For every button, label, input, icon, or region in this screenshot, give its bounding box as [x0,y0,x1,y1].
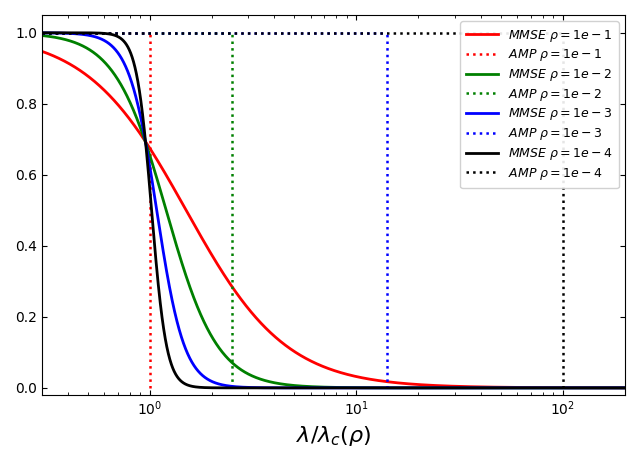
Legend: $MMSE$ $\rho = 1e-1$, $AMP$ $\rho = 1e-1$, $MMSE$ $\rho = 1e-2$, $AMP$ $\rho = 1: $MMSE$ $\rho = 1e-1$, $AMP$ $\rho = 1e-1… [460,21,619,188]
X-axis label: $\lambda/\lambda_c(\rho)$: $\lambda/\lambda_c(\rho)$ [296,424,371,448]
